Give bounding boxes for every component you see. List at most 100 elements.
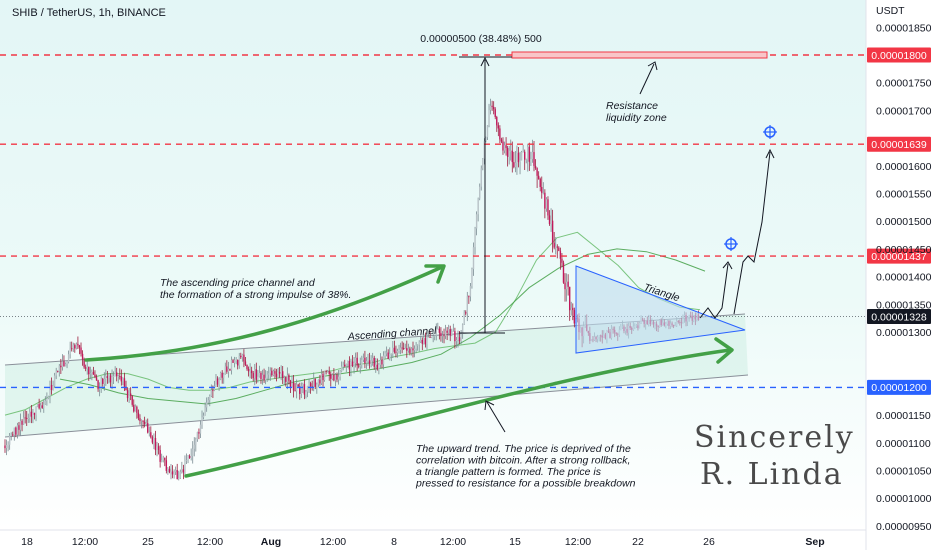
candle-body [142, 420, 144, 422]
candle-body [292, 382, 295, 391]
candle-body [52, 385, 54, 390]
candle-body [67, 354, 70, 363]
candle-body [527, 146, 529, 160]
candle-body [468, 296, 470, 298]
candle-body [281, 371, 284, 378]
candle-body [300, 385, 303, 394]
candle-body [105, 376, 107, 379]
x-tick-label: Sep [805, 536, 824, 548]
y-tick-label: 0.00001450 [876, 244, 932, 256]
candle-body [407, 348, 410, 351]
candle-body [173, 471, 175, 475]
candle-body [511, 150, 513, 163]
candle-body [396, 350, 399, 353]
candle-body [278, 371, 281, 374]
candle-body [123, 378, 126, 388]
candle-body [339, 371, 341, 377]
candle-body [137, 412, 140, 419]
resistance-zone-label: liquidity zone [606, 112, 667, 124]
candle-body [120, 376, 123, 382]
candle-body [387, 352, 389, 359]
candle-body [274, 371, 276, 374]
candle-body [170, 471, 172, 473]
candle-body [125, 387, 127, 391]
candle-body [406, 348, 408, 351]
price-level-label: 0.00001328 [871, 311, 927, 323]
price-level-tag [867, 379, 931, 395]
impulse-arrow[interactable] [84, 265, 444, 362]
channel-lower-line[interactable] [4, 374, 749, 438]
candle-body [559, 250, 562, 259]
candle-body [385, 352, 388, 354]
candle-body [539, 178, 541, 187]
candle-body [264, 377, 267, 381]
candle-body [370, 360, 372, 364]
candle-body [15, 427, 17, 435]
impulse-note: The ascending price channel and [160, 277, 316, 289]
candle-body [109, 375, 112, 383]
candle-body [413, 348, 416, 351]
trend-note: a triangle pattern is formed. The price … [416, 466, 602, 478]
candle-body [485, 137, 487, 142]
candle-body [358, 365, 360, 367]
candle-body [286, 375, 289, 382]
candle-body [41, 405, 43, 408]
candle-body [285, 377, 287, 382]
triangle-pattern[interactable] [575, 265, 746, 354]
candle-body [334, 374, 337, 381]
candle-body [477, 198, 479, 215]
y-tick-label: 0.00000950 [876, 521, 932, 533]
candle-body [240, 355, 242, 358]
trend-arrow[interactable] [184, 348, 732, 478]
resistance-zone-box[interactable] [511, 51, 768, 59]
candle-body [229, 369, 231, 371]
candle-body [319, 379, 321, 384]
candle-body [430, 337, 433, 339]
candle-body [437, 328, 439, 330]
candle-body [570, 307, 572, 311]
candle-body [322, 373, 324, 381]
resistance-zone-label: Resistance [606, 100, 658, 112]
candle-body [399, 347, 402, 350]
candle-body [100, 378, 102, 389]
candle-body [202, 415, 205, 418]
candle-body [252, 373, 254, 379]
candle-body [195, 439, 197, 445]
candle-body [415, 345, 417, 349]
candle-body [494, 109, 496, 117]
x-tick-label: 12:00 [197, 536, 223, 548]
candle-body [420, 339, 422, 342]
candle-body [547, 199, 549, 216]
candle-body [174, 470, 177, 472]
candle-body [562, 262, 565, 283]
candle-body [187, 455, 189, 461]
candle-body [568, 286, 571, 311]
candle-body [47, 396, 50, 399]
chart-title: SHIB / TetherUS, 1h, BINANCE [12, 7, 166, 19]
y-tick-label: 0.00001700 [876, 105, 932, 117]
candle-body [134, 406, 137, 412]
candle-body [472, 247, 475, 270]
candle-body [129, 393, 132, 396]
signature: Sincerely [694, 420, 855, 455]
candle-body [179, 471, 182, 479]
candle-body [398, 349, 400, 351]
candle-body [247, 368, 250, 372]
candle-body [373, 357, 375, 367]
candle-body [555, 246, 557, 248]
candle-body [263, 374, 265, 381]
projection-arrow-head [765, 148, 775, 159]
candle-body [492, 106, 495, 110]
candle-body [139, 418, 141, 421]
candle-body [30, 411, 33, 417]
candle-body [184, 460, 186, 473]
candle-body [375, 364, 377, 367]
candle-body [39, 405, 42, 409]
candle-body [271, 370, 273, 376]
candle-body [561, 258, 563, 263]
candle-body [326, 371, 329, 373]
candle-body [162, 457, 164, 461]
candle-body [164, 457, 166, 461]
candle-body [423, 338, 425, 344]
